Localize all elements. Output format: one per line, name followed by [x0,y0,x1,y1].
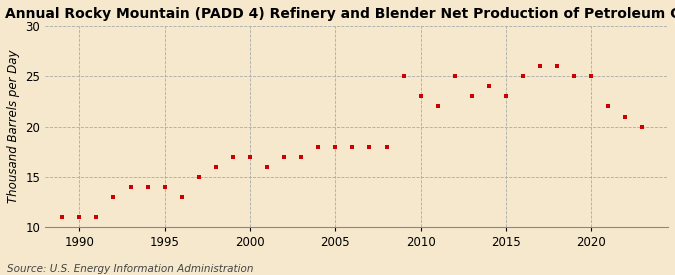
Point [415,94,426,99]
Point [279,154,290,159]
Point [330,144,341,149]
Point [518,74,529,79]
Point [142,185,153,189]
Text: Source: U.S. Energy Information Administration: Source: U.S. Energy Information Administ… [7,264,253,274]
Point [466,94,477,99]
Point [347,144,358,149]
Point [91,214,102,219]
Point [551,64,562,68]
Point [159,185,170,189]
Y-axis label: Thousand Barrels per Day: Thousand Barrels per Day [7,50,20,203]
Point [432,104,443,109]
Point [211,164,221,169]
Point [125,185,136,189]
Point [194,174,205,179]
Point [57,214,68,219]
Point [450,74,460,79]
Point [620,114,631,119]
Point [398,74,409,79]
Point [262,164,273,169]
Point [381,144,392,149]
Point [569,74,580,79]
Title: Annual Rocky Mountain (PADD 4) Refinery and Blender Net Production of Petroleum : Annual Rocky Mountain (PADD 4) Refinery … [5,7,675,21]
Point [227,154,238,159]
Point [603,104,614,109]
Point [244,154,255,159]
Point [296,154,306,159]
Point [501,94,512,99]
Point [637,124,648,129]
Point [535,64,545,68]
Point [176,194,187,199]
Point [483,84,494,89]
Point [364,144,375,149]
Point [313,144,323,149]
Point [108,194,119,199]
Point [586,74,597,79]
Point [74,214,85,219]
